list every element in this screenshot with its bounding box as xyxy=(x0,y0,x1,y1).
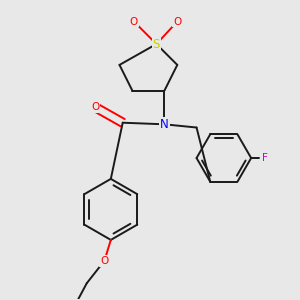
Text: F: F xyxy=(262,153,268,163)
Text: S: S xyxy=(153,38,160,50)
Text: O: O xyxy=(91,102,100,112)
Text: N: N xyxy=(160,118,169,131)
Text: O: O xyxy=(173,16,182,27)
Text: O: O xyxy=(100,256,109,266)
Text: O: O xyxy=(130,16,138,27)
